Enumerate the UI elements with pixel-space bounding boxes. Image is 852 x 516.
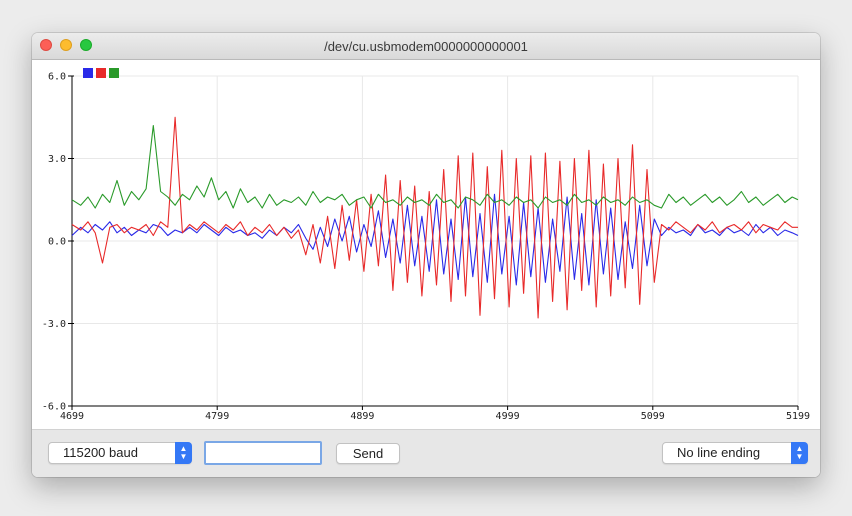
chevron-updown-icon: ▲ ▼ — [175, 442, 192, 464]
legend-swatch-1 — [83, 68, 93, 78]
legend-swatch-2 — [96, 68, 106, 78]
window-title: /dev/cu.usbmodem0000000000001 — [324, 39, 528, 54]
zoom-window-button[interactable] — [80, 39, 92, 51]
x-tick-label: 4999 — [496, 411, 520, 422]
serial-plotter-window: /dev/cu.usbmodem0000000000001 6.0 3.0 0.0 -… — [32, 33, 820, 477]
close-window-button[interactable] — [40, 39, 52, 51]
y-tick-label: 6.0 — [48, 72, 66, 83]
series-line-1 — [71, 193, 799, 286]
x-tick-label: 5099 — [641, 411, 665, 422]
line-ending-select[interactable]: No line ending ▲ ▼ — [662, 442, 808, 464]
baud-rate-value: 115200 baud — [63, 445, 138, 460]
bottom-toolbar: 115200 baud ▲ ▼ Send No line ending ▲ ▼ — [32, 429, 820, 477]
y-tick-label: -6.0 — [42, 402, 66, 413]
x-tick-label: 5199 — [786, 411, 810, 422]
legend-swatch-3 — [109, 68, 119, 78]
series-line-2 — [71, 116, 798, 319]
x-tick-label: 4899 — [350, 411, 374, 422]
x-tick-label: 4799 — [205, 411, 229, 422]
title-bar[interactable]: /dev/cu.usbmodem0000000000001 — [32, 33, 820, 60]
series-line-3 — [71, 124, 799, 209]
y-tick-label: 0.0 — [48, 237, 66, 248]
send-button[interactable]: Send — [336, 443, 400, 464]
line-ending-value: No line ending — [677, 445, 761, 460]
minimize-window-button[interactable] — [60, 39, 72, 51]
message-input[interactable] — [204, 441, 322, 465]
baud-rate-select[interactable]: 115200 baud ▲ ▼ — [48, 442, 192, 464]
y-tick-label: -3.0 — [42, 319, 66, 330]
chevron-updown-icon: ▲ ▼ — [791, 442, 808, 464]
y-tick-label: 3.0 — [48, 154, 66, 165]
x-tick-label: 4699 — [60, 411, 84, 422]
